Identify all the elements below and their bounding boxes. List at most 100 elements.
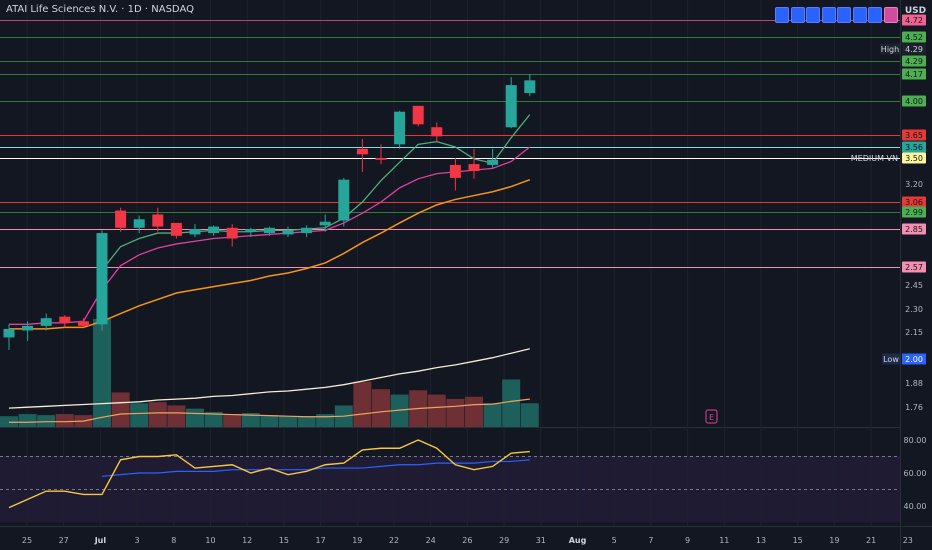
time-tick: 25 bbox=[22, 536, 32, 545]
low-label: Low bbox=[883, 355, 899, 364]
toolbar-button[interactable] bbox=[806, 7, 820, 23]
candle-body bbox=[263, 227, 275, 234]
level-tag bbox=[902, 152, 926, 164]
candle-body bbox=[3, 328, 15, 338]
candle-body bbox=[208, 226, 220, 234]
volume-bar bbox=[427, 394, 446, 427]
volume-bar bbox=[241, 412, 260, 427]
price-tick: 3.20 bbox=[905, 180, 923, 189]
price-scale bbox=[900, 0, 932, 550]
time-tick: 24 bbox=[426, 536, 436, 545]
volume-bar bbox=[502, 379, 521, 427]
candle-body bbox=[189, 229, 201, 235]
toolbar-button[interactable] bbox=[852, 7, 867, 23]
level-tag-text: 2.57 bbox=[905, 263, 923, 272]
medium-label: MEDIUM VN bbox=[851, 154, 898, 163]
volume-bar bbox=[260, 415, 279, 427]
volume-ma-short bbox=[9, 398, 530, 423]
volume-bar bbox=[0, 416, 18, 427]
time-tick: 17 bbox=[316, 536, 326, 545]
candle-body bbox=[301, 227, 313, 234]
candle-body bbox=[170, 222, 182, 236]
earnings-marker bbox=[705, 409, 718, 424]
toolbar-button[interactable] bbox=[837, 7, 851, 23]
volume-ma-long bbox=[8, 348, 530, 409]
volume-bar bbox=[465, 396, 483, 427]
price-tick: 1.88 bbox=[905, 379, 923, 388]
volume-bar bbox=[446, 398, 465, 427]
candle-body bbox=[133, 219, 145, 228]
level-tag bbox=[902, 129, 926, 141]
volume-bar bbox=[297, 416, 316, 427]
candle-body bbox=[431, 127, 443, 137]
price-tick: 2.45 bbox=[905, 281, 923, 290]
currency-label[interactable]: USD bbox=[904, 6, 927, 16]
candle-body bbox=[505, 85, 517, 128]
level-tag bbox=[902, 196, 926, 208]
time-tick: 8 bbox=[171, 536, 176, 545]
symbol-title[interactable]: ATAI Life Sciences N.V. · 1D · NASDAQ bbox=[6, 4, 194, 15]
candle-body bbox=[468, 164, 480, 171]
candle-body bbox=[356, 148, 368, 155]
candle-body bbox=[487, 159, 499, 165]
level-tag-text: 4.00 bbox=[905, 97, 923, 106]
level-tag-text: 3.50 bbox=[905, 154, 923, 163]
toolbar-button[interactable] bbox=[883, 7, 898, 23]
level-tag-text: 2.85 bbox=[905, 225, 923, 234]
low-badge bbox=[882, 353, 900, 365]
level-tag bbox=[902, 206, 926, 218]
level-tag bbox=[902, 55, 926, 67]
candle-body bbox=[282, 230, 294, 235]
candle-body bbox=[245, 229, 257, 232]
volume-bar bbox=[372, 389, 390, 427]
volume-bar bbox=[390, 394, 409, 427]
time-tick: 9 bbox=[685, 536, 690, 545]
earnings-label: E bbox=[709, 413, 714, 422]
level-tag bbox=[902, 141, 926, 153]
volume-bar bbox=[111, 392, 130, 427]
time-tick: 31 bbox=[536, 536, 546, 545]
volume-bar bbox=[37, 415, 56, 427]
level-tag-text: 4.29 bbox=[905, 57, 923, 66]
rsi-tick: 80.00 bbox=[904, 436, 927, 445]
time-tick: 13 bbox=[756, 536, 766, 545]
level-tag-text: 3.56 bbox=[905, 143, 923, 152]
toolbar-button[interactable] bbox=[790, 7, 805, 23]
price-pane bbox=[0, 0, 900, 427]
ma-long-line bbox=[9, 178, 531, 330]
time-tick: 7 bbox=[648, 536, 653, 545]
high-label: High bbox=[881, 45, 899, 54]
time-tick: 11 bbox=[719, 536, 729, 545]
level-tag bbox=[902, 261, 926, 273]
rsi-tick: 40.00 bbox=[904, 502, 927, 511]
time-tick: 29 bbox=[499, 536, 509, 545]
level-tag bbox=[902, 223, 926, 235]
time-tick: 26 bbox=[462, 536, 472, 545]
candle-body bbox=[338, 179, 350, 221]
level-tag bbox=[902, 14, 926, 26]
toolbar-button[interactable] bbox=[775, 7, 789, 23]
high-value-tag bbox=[902, 43, 926, 55]
time-tick: 23 bbox=[903, 536, 913, 545]
candle-body bbox=[59, 316, 71, 323]
toolbar-button[interactable] bbox=[868, 7, 882, 23]
level-tag-text: 3.65 bbox=[905, 131, 923, 140]
candle-body bbox=[226, 227, 238, 239]
time-tick: 15 bbox=[793, 536, 803, 545]
level-tag bbox=[902, 68, 926, 80]
volume-bar bbox=[353, 381, 372, 427]
volume-bar bbox=[130, 403, 149, 427]
candle-body bbox=[524, 80, 536, 94]
volume-bar bbox=[483, 403, 502, 427]
candle-body bbox=[375, 158, 387, 160]
volume-bar bbox=[55, 414, 74, 427]
toolbar-button[interactable] bbox=[821, 7, 836, 23]
volume-bar bbox=[223, 414, 242, 427]
candle-body bbox=[319, 221, 331, 226]
level-tag-text: 4.17 bbox=[905, 70, 923, 79]
rsi-line bbox=[8, 439, 530, 509]
time-tick: 12 bbox=[242, 536, 252, 545]
rsi-ma-line bbox=[101, 459, 530, 477]
candle-body bbox=[22, 325, 34, 331]
